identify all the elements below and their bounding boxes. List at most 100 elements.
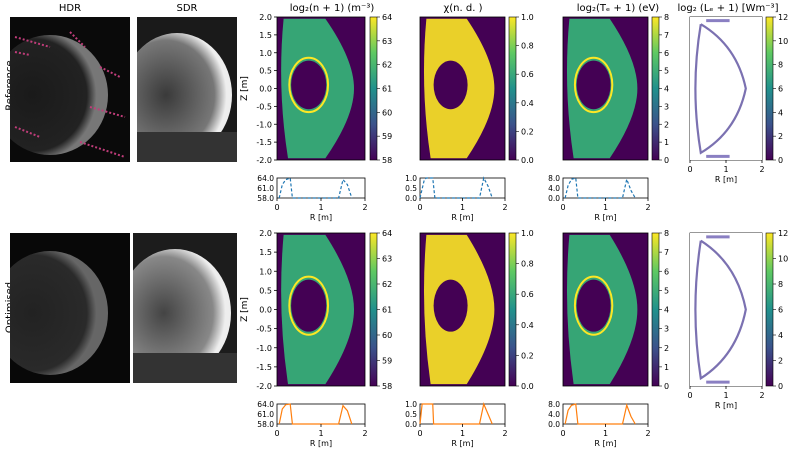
colorbar-tick-label: 0 xyxy=(664,156,669,165)
colorbar-tick-label: 60 xyxy=(382,108,392,117)
profile-line xyxy=(278,177,353,199)
hdr-image-optimised xyxy=(10,233,130,383)
colorbar-tick-label: 6 xyxy=(664,267,669,276)
profile-tick-label: 1.0 xyxy=(405,174,417,183)
xtick-label: 1 xyxy=(460,429,465,438)
ytick-label: 0.0 xyxy=(259,85,272,94)
ytick-label: -0.5 xyxy=(256,325,272,334)
profile-tick-label: 8.0 xyxy=(548,174,560,183)
profile-line xyxy=(278,403,353,425)
colorbar-tick-label: 6 xyxy=(778,85,783,94)
profile-tick-label: 58.0 xyxy=(257,194,274,203)
colorbar xyxy=(508,232,517,387)
xtick-label: 2 xyxy=(502,203,507,212)
colorbar-tick-label: 5 xyxy=(664,286,669,295)
le-shell xyxy=(694,23,747,155)
profile-line xyxy=(419,176,493,199)
colorbar-tick-label: 2 xyxy=(778,357,783,366)
colorbar xyxy=(651,16,660,161)
colorbar xyxy=(765,16,774,161)
xlabel-le: R [m] xyxy=(715,401,737,410)
profile-line xyxy=(419,402,493,425)
title-density: log₂(n + 1) (m⁻³) xyxy=(289,3,375,14)
colorbar xyxy=(651,232,660,387)
colorbar-tick-label: 0.8 xyxy=(521,42,534,51)
colorbar-tick-label: 63 xyxy=(382,255,392,264)
colorbar-tick-label: 0 xyxy=(778,382,783,391)
colorbar xyxy=(369,232,378,387)
colorbar-tick-label: 2 xyxy=(778,132,783,141)
colorbar-tick-label: 0.0 xyxy=(521,382,534,391)
hdr-image-reference xyxy=(10,17,130,162)
ytick-label: -1.5 xyxy=(256,138,272,147)
ytick-label: 2.0 xyxy=(259,13,272,22)
profile-tick-label: 0.0 xyxy=(548,420,560,429)
xtick-label: 1 xyxy=(723,165,728,174)
colorbar-tick-label: 8 xyxy=(778,61,783,70)
colorbar-tick-label: 5 xyxy=(664,67,669,76)
profile-tick-label: 4.0 xyxy=(548,184,560,193)
ytick-label: 1.0 xyxy=(259,49,272,58)
ytick-label: 0.0 xyxy=(259,306,272,315)
xtick-label: 0 xyxy=(417,203,422,212)
ytick-label: -1.5 xyxy=(256,363,272,372)
ytick-label: -0.5 xyxy=(256,102,272,111)
colorbar-tick-label: 4 xyxy=(664,306,669,315)
profile-tick-label: 64.0 xyxy=(257,174,274,183)
ytick-label: 1.5 xyxy=(259,31,272,40)
profile-tick-label: 0.5 xyxy=(405,410,417,419)
colorbar-tick-label: 12 xyxy=(778,229,788,238)
ytick-label: 1.0 xyxy=(259,267,272,276)
ytick-label: -1.0 xyxy=(256,344,272,353)
title-te: log₂(Tₑ + 1) (eV) xyxy=(576,3,660,14)
colorbar-tick-label: 64 xyxy=(382,13,392,22)
xtick-label: 0 xyxy=(274,203,279,212)
profile-line xyxy=(564,177,636,199)
xtick-label: 2 xyxy=(759,391,764,400)
colorbar-tick-label: 1.0 xyxy=(521,229,534,238)
xtick-label: 1 xyxy=(318,203,323,212)
xlabel: R [m] xyxy=(594,213,616,222)
xtick-label: 0 xyxy=(560,429,565,438)
colorbar xyxy=(765,232,774,387)
colorbar-tick-label: 0.8 xyxy=(521,260,534,269)
plasma-core xyxy=(433,60,468,110)
xtick-label: 2 xyxy=(502,429,507,438)
colorbar-tick-label: 12 xyxy=(778,13,788,22)
xlabel: R [m] xyxy=(451,439,473,448)
colorbar-tick-label: 64 xyxy=(382,229,392,238)
colorbar-tick-label: 61 xyxy=(382,85,392,94)
colorbar-tick-label: 4 xyxy=(778,331,783,340)
profile-tick-label: 58.0 xyxy=(257,420,274,429)
plasma-core xyxy=(291,279,327,332)
ytick-label: 0.5 xyxy=(259,67,272,76)
colorbar-tick-label: 10 xyxy=(778,37,788,46)
profile-tick-label: 61.0 xyxy=(257,184,274,193)
colorbar-tick-label: 59 xyxy=(382,357,392,366)
xtick-label: 2 xyxy=(759,165,764,174)
xtick-label: 2 xyxy=(645,203,650,212)
colorbar-tick-label: 60 xyxy=(382,331,392,340)
profile-tick-label: 61.0 xyxy=(257,410,274,419)
header-hdr: HDR xyxy=(58,3,82,14)
xtick-label: 2 xyxy=(362,203,367,212)
colorbar-tick-label: 58 xyxy=(382,156,392,165)
ytick-label: 0.5 xyxy=(259,286,272,295)
colorbar-tick-label: 8 xyxy=(664,13,669,22)
colorbar-tick-label: 2 xyxy=(664,344,669,353)
colorbar-tick-label: 1 xyxy=(664,138,669,147)
colorbar xyxy=(369,16,378,161)
xtick-label: 0 xyxy=(560,203,565,212)
ytick-label: 2.0 xyxy=(259,229,272,238)
xlabel: R [m] xyxy=(310,439,332,448)
xtick-label: 0 xyxy=(274,429,279,438)
xtick-label: 1 xyxy=(460,203,465,212)
colorbar-tick-label: 0.6 xyxy=(521,290,534,299)
ylabel: Z [m] xyxy=(240,297,250,322)
ytick-label: -2.0 xyxy=(256,382,272,391)
profile-tick-label: 8.0 xyxy=(548,400,560,409)
ytick-label: -2.0 xyxy=(256,156,272,165)
plasma-core xyxy=(576,279,611,332)
xtick-label: 2 xyxy=(645,429,650,438)
colorbar-tick-label: 0.4 xyxy=(521,99,534,108)
